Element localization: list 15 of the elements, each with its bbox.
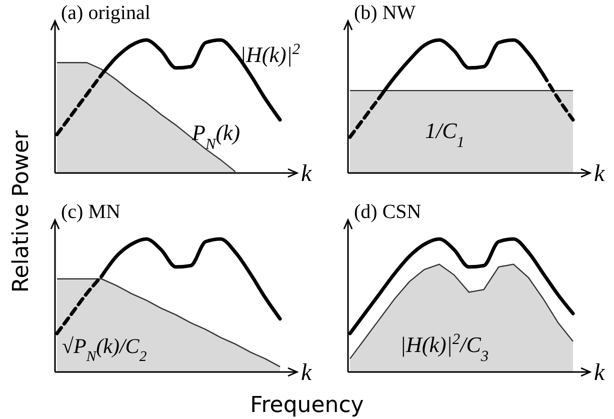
y-axis-title: Relative Power: [9, 129, 34, 293]
chart-title: (a) original: [61, 2, 151, 24]
chart-title: (b) NW: [354, 2, 416, 24]
text: k: [594, 360, 605, 386]
text: k: [594, 161, 605, 187]
text: k: [301, 360, 312, 386]
x-axis-title: Frequency: [250, 393, 364, 418]
annotation: |H(k)|$^{2}$/C$_{3}$: [400, 330, 489, 364]
chart-title: (d) CSN: [354, 201, 422, 223]
annotation: 1/C$_{1}$: [425, 118, 464, 150]
annotation: P$_{N}$(k): [191, 120, 240, 152]
chart-title: (c) MN: [61, 201, 120, 223]
annotation: √P$_{N}$(k)/C$_{2}$: [62, 334, 148, 365]
text: k: [301, 161, 312, 187]
annotation: |H(k)|$^{2}$: [240, 40, 300, 67]
